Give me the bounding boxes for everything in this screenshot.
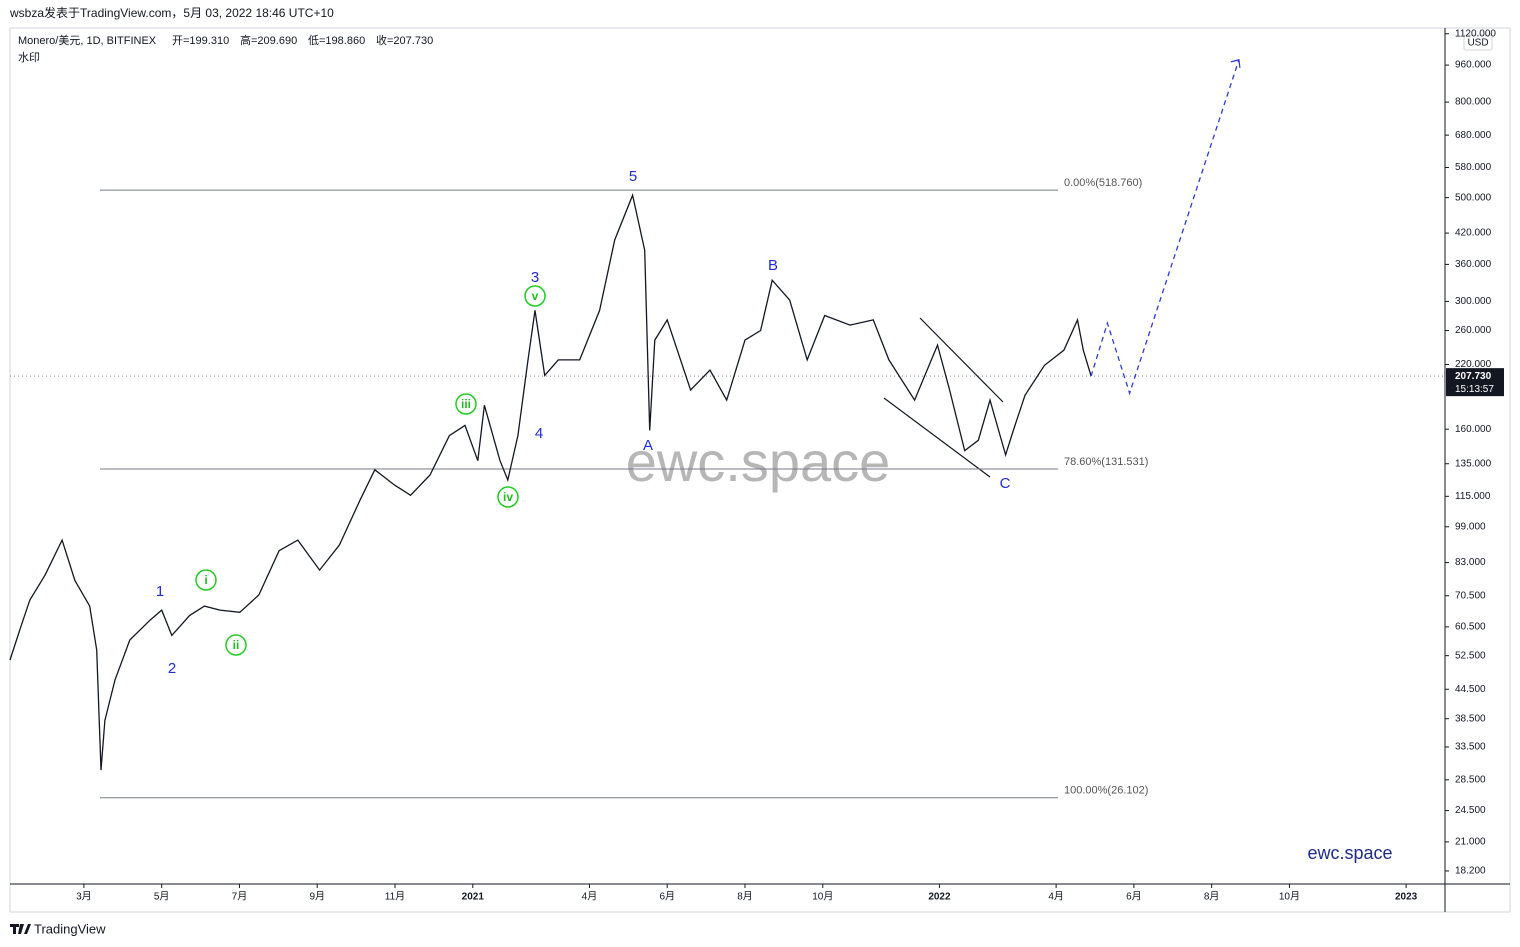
brand-note: ewc.space: [1307, 843, 1392, 863]
sub-wave-label: iv: [503, 490, 513, 504]
currency: USD: [1467, 38, 1488, 49]
symbol-title: Monero/美元, 1D, BITFINEX: [18, 34, 157, 47]
x-tick-label: 8月: [737, 891, 753, 903]
price-line: [9, 192, 1092, 771]
x-tick-label: 11月: [385, 891, 405, 903]
y-tick-label: 83.000: [1455, 557, 1486, 568]
y-tick-label: 160.000: [1455, 424, 1492, 435]
countdown: 15:13:57: [1455, 384, 1494, 395]
ohlc-high: 高=209.690: [240, 33, 297, 47]
x-tick-label: 8月: [1204, 891, 1220, 903]
y-tick-label: 52.500: [1455, 650, 1486, 661]
sub-wave-circle: [497, 486, 519, 508]
y-tick-label: 28.500: [1455, 774, 1486, 785]
wave-label: B: [768, 257, 778, 274]
y-tick-label: 800.000: [1455, 97, 1492, 108]
wave-label: 1: [156, 583, 164, 600]
last-price-tag: [1446, 368, 1504, 397]
x-tick-label: 2023: [1395, 892, 1418, 903]
x-tick-label: 6月: [659, 891, 675, 903]
projection-line: [1090, 59, 1240, 396]
y-tick-label: 24.500: [1455, 805, 1486, 816]
y-tick-label: 960.000: [1455, 60, 1492, 71]
x-tick-label: 10月: [1279, 891, 1300, 903]
y-tick-label: 60.500: [1455, 621, 1486, 632]
y-tick-label: 300.000: [1455, 296, 1492, 307]
y-tick-label: 1120.000: [1455, 28, 1496, 39]
wave-label: 2: [168, 660, 176, 677]
x-tick-label: 7月: [232, 891, 248, 903]
wave-label: C: [1000, 475, 1011, 492]
x-tick-label: 6月: [1126, 891, 1142, 903]
sub-wave-label: v: [532, 289, 539, 303]
brand: TradingView: [34, 921, 106, 936]
y-tick-label: 580.000: [1455, 162, 1492, 173]
x-tick-label: 3月: [76, 891, 92, 903]
x-tick-label: 2021: [462, 892, 485, 903]
subtitle: 水印: [18, 51, 40, 64]
y-tick-label: 115.000: [1455, 491, 1491, 502]
y-tick-label: 38.500: [1455, 713, 1486, 724]
y-tick-label: 99.000: [1455, 521, 1486, 532]
wedge-line: [883, 397, 991, 478]
projection-arrow: [1230, 59, 1241, 68]
y-tick-label: 70.500: [1455, 590, 1486, 601]
x-tick-label: 10月: [812, 891, 833, 903]
sub-wave-circle: [225, 634, 247, 656]
wave-label: A: [643, 437, 653, 454]
logo: [10, 924, 31, 934]
published-note: wsbza发表于TradingView.com，5月 03, 2022 18:4…: [9, 5, 334, 20]
ohlc-close: 收=207.730: [376, 33, 433, 47]
chart-frame: [9, 27, 1511, 913]
sub-wave-circle: [524, 285, 546, 307]
y-tick-label: 500.000: [1455, 192, 1492, 203]
y-tick-label: 680.000: [1455, 130, 1492, 141]
last-price: 207.730: [1455, 371, 1492, 382]
fib-label: 100.00%(26.102): [1064, 785, 1148, 797]
x-tick-label: 9月: [309, 891, 325, 903]
wedge-line: [919, 317, 1004, 403]
y-tick-label: 260.000: [1455, 325, 1492, 336]
x-tick-label: 4月: [582, 891, 598, 903]
sub-wave-label: i: [204, 573, 207, 587]
y-tick-label: 360.000: [1455, 259, 1492, 270]
ohlc-open: 开=199.310: [172, 35, 229, 47]
ohlc-values: 开=199.310 高=209.690 低=198.860 收=207.730: [172, 33, 433, 47]
currency-box[interactable]: [1463, 34, 1493, 51]
y-tick-label: 420.000: [1455, 228, 1492, 239]
x-tick-label: 5月: [154, 891, 170, 903]
wave-label: 3: [531, 269, 539, 286]
sub-wave-circle: [455, 393, 477, 415]
sub-wave-label: ii: [233, 638, 240, 652]
watermark: ewc.space: [626, 430, 891, 493]
y-tick-label: 135.000: [1455, 458, 1492, 469]
footer: TradingView: [10, 921, 106, 936]
y-tick-label: 18.200: [1455, 866, 1486, 877]
y-tick-label: 33.500: [1455, 742, 1486, 753]
fib-label: 0.00%(518.760): [1064, 177, 1142, 189]
sub-wave-circle: [195, 569, 217, 591]
y-tick-label: 44.500: [1455, 684, 1486, 695]
y-tick-label: 220.000: [1455, 359, 1492, 370]
fib-label: 78.60%(131.531): [1064, 456, 1148, 468]
sub-wave-label: iii: [461, 397, 471, 411]
y-tick-label: 21.000: [1455, 837, 1486, 848]
wave-label: 4: [535, 425, 543, 442]
wave-label: 5: [629, 168, 637, 185]
ohlc-low: 低=198.860: [308, 34, 365, 47]
x-tick-label: 4月: [1048, 891, 1064, 903]
x-tick-label: 2022: [928, 892, 951, 903]
